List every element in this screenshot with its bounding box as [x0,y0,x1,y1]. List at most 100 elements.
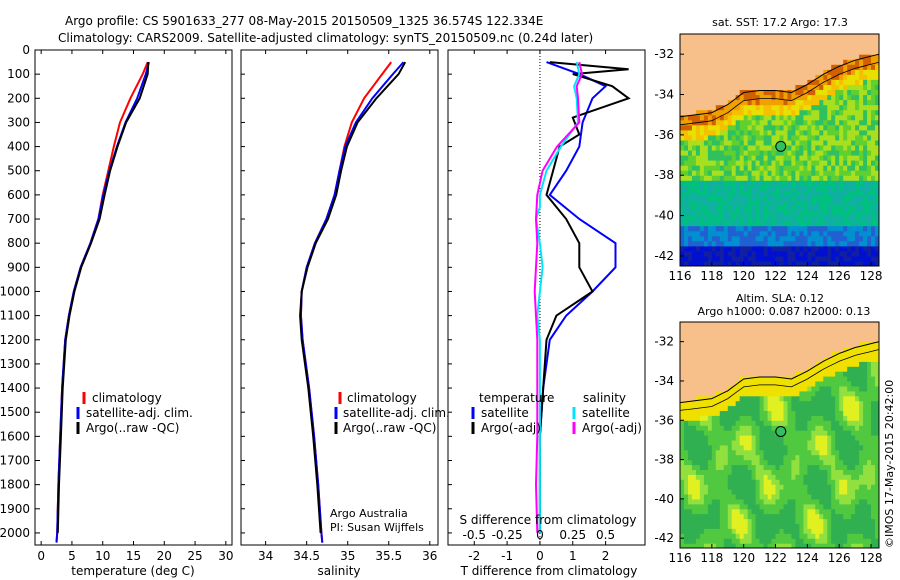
map-cell [835,180,840,186]
map-cell [747,84,753,90]
map-cell [787,346,793,353]
map-cell [755,64,761,70]
map-cell [823,195,828,201]
map-cell [831,390,836,397]
map-cell [755,326,761,333]
map-cell [711,245,717,252]
map-cell [727,523,733,529]
map-cell [763,190,769,196]
map-cell [727,89,733,96]
map-cell [807,84,812,90]
map-cell [767,341,773,348]
map-cell [691,155,697,161]
map-cell [815,119,820,126]
map-cell [827,351,832,357]
map-cell [811,49,816,55]
map-cell [688,395,693,402]
map-cell [711,261,717,266]
map-cell [795,513,800,520]
map-cell [684,220,689,227]
map-cell [831,160,836,166]
map-cell [779,160,785,166]
map-cell [684,508,689,515]
map-cell [727,474,733,480]
map-cell [807,459,812,466]
map-cell [755,459,761,466]
map-cell [803,210,808,217]
map-cell [819,185,824,191]
map-cell [851,190,856,196]
map-cell [827,170,832,176]
map-cell [819,134,824,141]
map-cell [747,160,753,166]
map-cell [799,129,804,136]
map-cell [703,459,709,466]
map-cell [751,346,757,353]
map-cell [731,195,737,201]
map-cell [831,210,836,217]
map-cell [783,523,789,529]
map-cell [699,513,705,520]
map-cell [815,400,820,407]
map-cell [859,513,864,520]
map-cell [871,381,876,387]
map-cell [763,89,769,96]
map-cell [823,34,828,40]
map-cell [835,134,840,141]
map-cell [771,44,777,50]
map-cell [779,205,785,212]
map-cell [815,230,820,237]
map-cell [811,430,816,436]
map-cell [787,331,793,338]
map-cell [695,114,701,121]
map-cell [827,64,832,70]
map-cell [707,538,713,544]
map-cell [787,49,793,55]
map-cell [723,104,729,111]
map-cell [703,439,709,446]
map-cell [715,160,721,166]
map-cell [783,175,789,181]
map-cell [835,336,840,343]
map-cell [727,114,733,121]
map-cell [743,489,749,495]
credit-line-2: PI: Susan Wijffels [330,521,424,534]
map-cell [811,34,816,40]
map-cell [735,533,741,539]
map-cell [755,250,761,257]
map-cell [775,538,781,544]
map-cell [763,381,769,387]
map-cell [727,190,733,196]
map-cell [843,420,848,426]
map-cell [731,444,737,451]
map-cell [779,439,785,446]
map-cell [839,346,844,353]
map-cell [847,165,852,171]
map-cell [684,400,689,407]
map-cell [783,84,789,90]
map-cell [747,170,753,176]
map-cell [807,200,812,206]
map-cell [835,155,840,161]
map-cell [735,459,741,466]
map-cell [827,464,832,470]
map-cell [684,449,689,456]
map-cell [811,543,816,548]
map-cell [763,533,769,539]
map-cell [735,454,741,461]
map-cell [723,376,729,382]
map-cell [807,39,812,45]
map-cell [719,489,725,495]
map-cell [699,390,705,397]
map-cell [755,543,761,548]
map-cell [863,165,868,171]
map-cell [691,381,697,387]
map-cell [807,134,812,141]
map-cell [680,479,685,485]
map-cell [827,74,832,80]
map-cell [707,175,713,181]
map-cell [827,104,832,111]
map-cell [783,94,789,101]
map-cell [680,385,685,392]
